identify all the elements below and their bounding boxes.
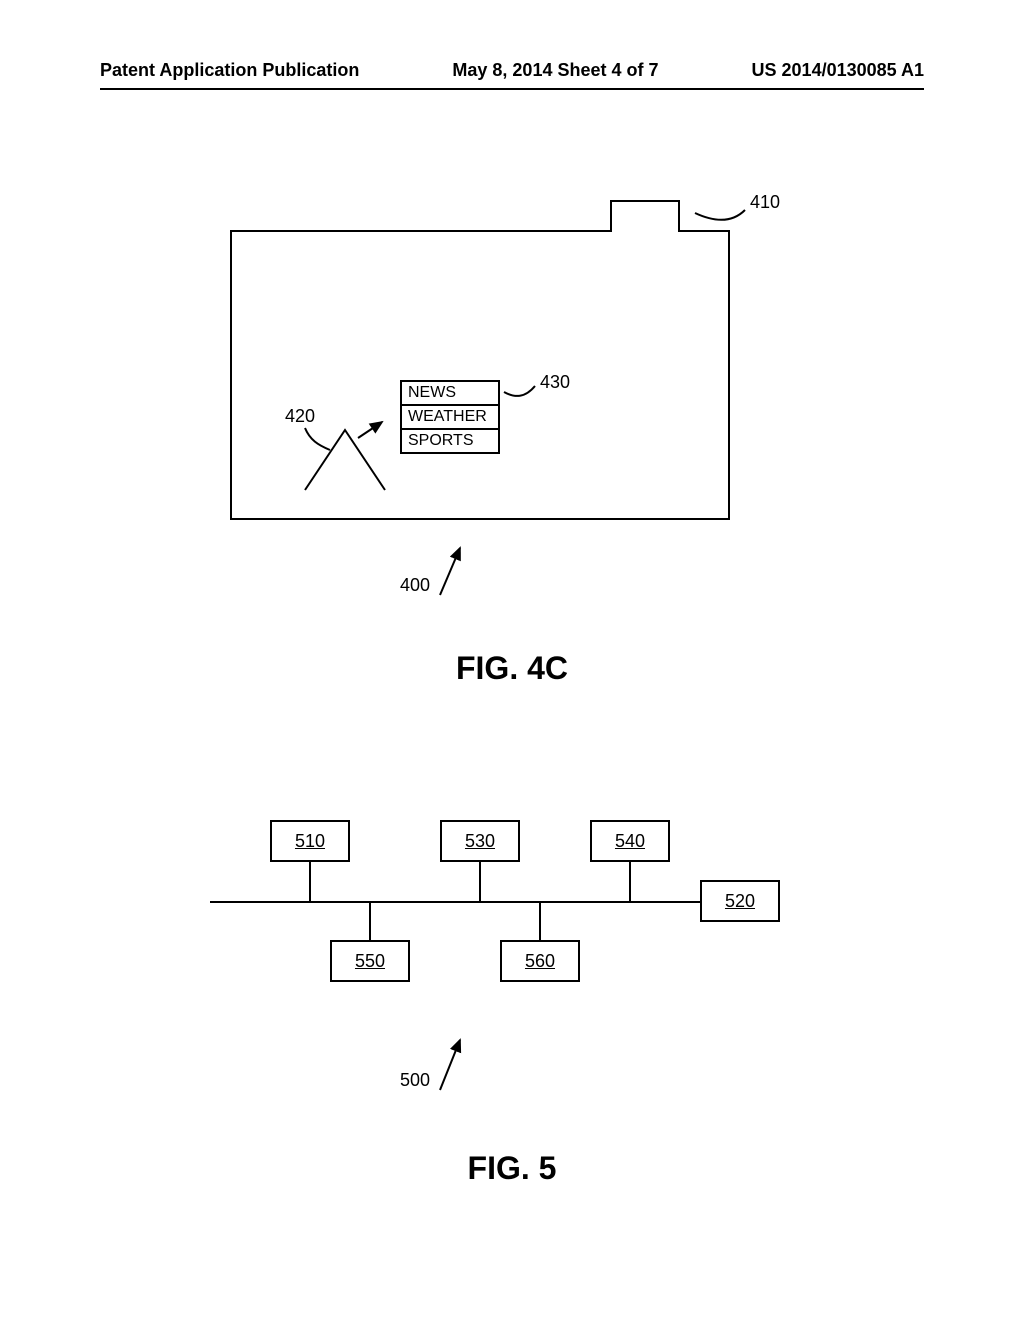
fig-5-label: FIG. 5 xyxy=(0,1150,1024,1187)
pointer-500-icon xyxy=(0,0,1024,1320)
